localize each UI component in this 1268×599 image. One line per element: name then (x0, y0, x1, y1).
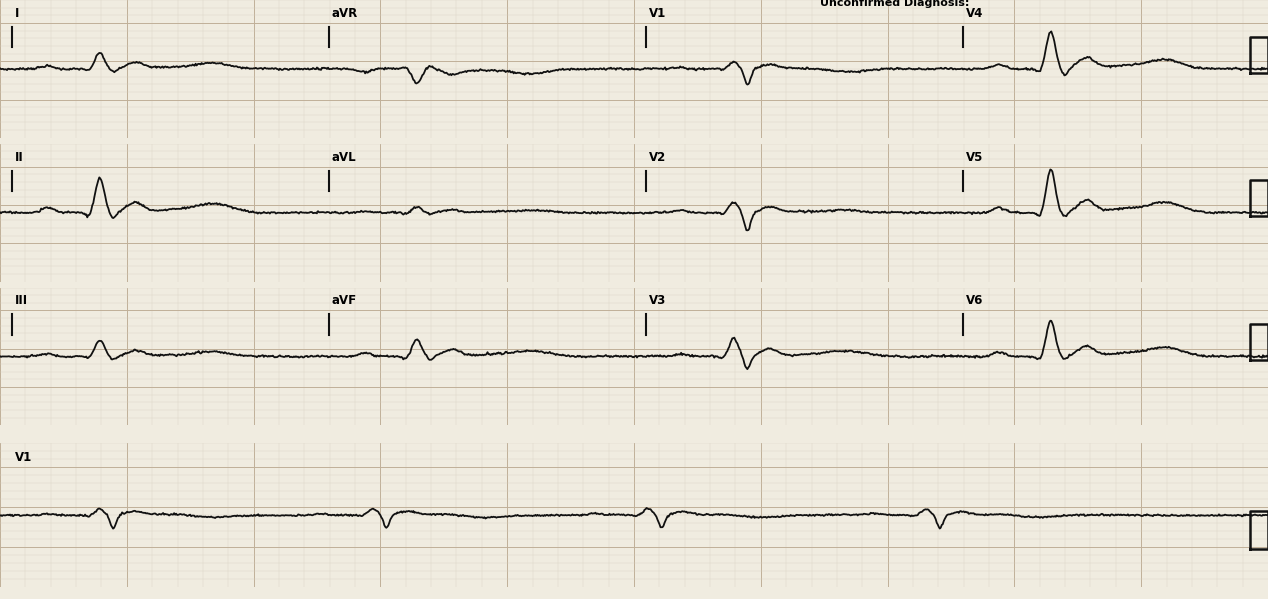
Text: III: III (15, 294, 28, 307)
Text: aVL: aVL (332, 150, 356, 164)
Text: V1: V1 (649, 7, 666, 20)
Text: V1: V1 (15, 451, 32, 464)
Text: aVF: aVF (332, 294, 358, 307)
Text: V5: V5 (966, 150, 984, 164)
Text: V3: V3 (649, 294, 666, 307)
Text: I: I (15, 7, 19, 20)
Text: Unconfirmed Diagnosis:: Unconfirmed Diagnosis: (820, 0, 969, 8)
Text: II: II (15, 150, 24, 164)
Text: V2: V2 (649, 150, 666, 164)
Text: aVR: aVR (332, 7, 359, 20)
Text: V4: V4 (966, 7, 984, 20)
Text: V6: V6 (966, 294, 984, 307)
